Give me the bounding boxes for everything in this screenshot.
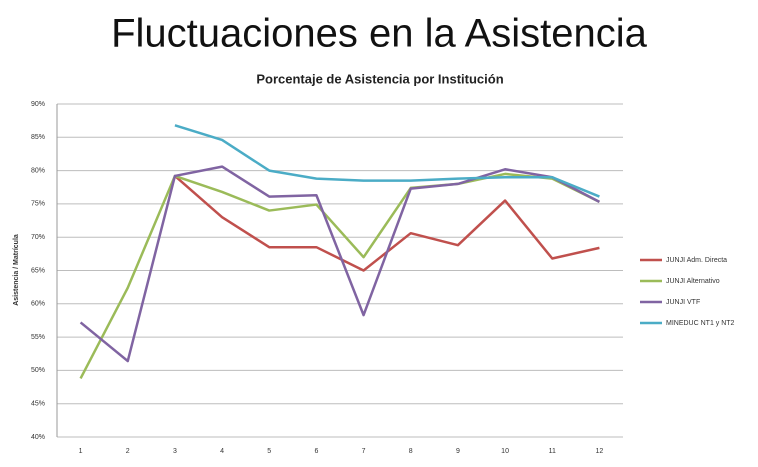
y-tick-label: 40% (31, 434, 45, 441)
y-tick-label: 50% (31, 367, 45, 374)
legend-label: JUNJI VTF (666, 299, 700, 306)
x-tick-label: 2 (126, 448, 130, 455)
y-axis-label: Asistencia / Matrícula (13, 234, 20, 306)
x-tick-label: 1 (79, 448, 83, 455)
chart-title: Porcentaje de Asistencia por Institución (256, 71, 503, 86)
y-tick-label: 65% (31, 267, 45, 274)
legend-label: JUNJI Alternativo (666, 278, 720, 285)
y-tick-label: 75% (31, 201, 45, 208)
series-line (79, 165, 600, 363)
x-tick-label: 12 (596, 448, 604, 455)
x-tick-label: 11 (549, 448, 556, 455)
y-tick-label: 85% (31, 134, 45, 141)
series-line (174, 124, 600, 198)
x-tick-label: 10 (501, 448, 509, 455)
y-tick-label: 55% (31, 334, 45, 341)
legend-label: MINEDUC NT1 y NT2 (666, 320, 735, 327)
y-tick-label: 60% (31, 301, 45, 308)
y-tick-label: 70% (31, 234, 45, 241)
x-tick-label: 8 (409, 448, 413, 455)
slide-title: Fluctuaciones en la Asistencia (111, 12, 648, 56)
x-tick-label: 7 (362, 448, 366, 455)
x-tick-label: 5 (267, 448, 271, 455)
y-tick-label: 80% (31, 167, 45, 174)
x-tick-label: 3 (173, 448, 177, 455)
x-tick-label: 6 (314, 448, 318, 455)
legend-label: JUNJI Adm. Directa (666, 257, 727, 264)
x-tick-label: 4 (220, 448, 224, 455)
series-line (79, 172, 600, 379)
x-tick-label: 9 (456, 448, 460, 455)
y-tick-label: 45% (31, 401, 45, 408)
y-tick-label: 90% (31, 101, 45, 108)
